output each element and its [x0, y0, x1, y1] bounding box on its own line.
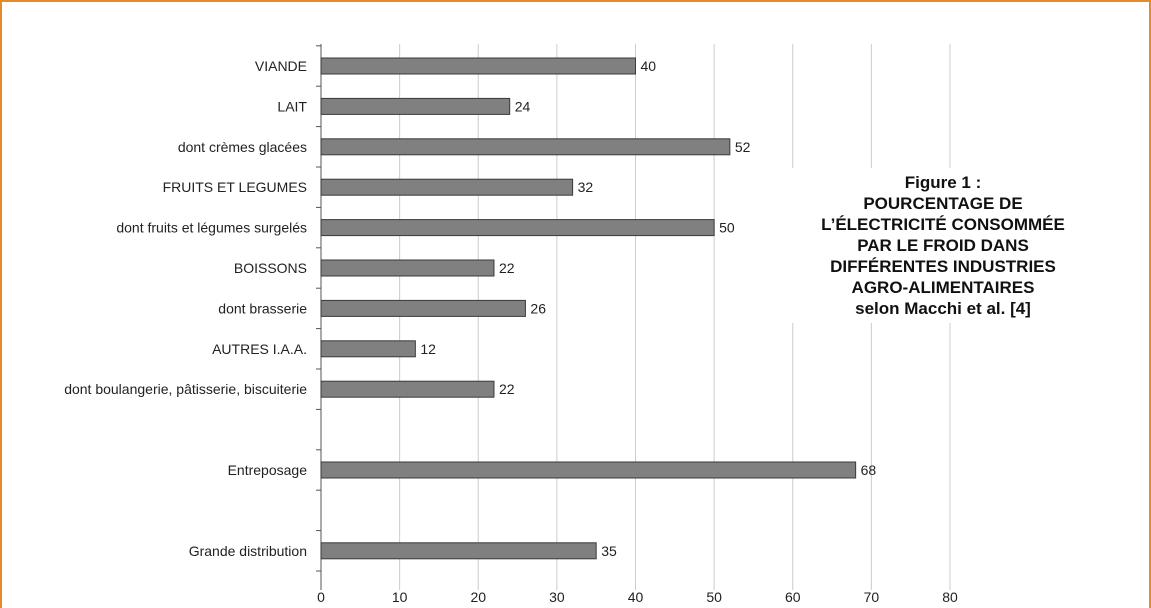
bar	[320, 461, 857, 479]
category-label: VIANDE	[255, 58, 307, 74]
bar	[320, 542, 597, 560]
data-label: 68	[861, 462, 877, 478]
x-tick-label: 60	[785, 589, 801, 605]
x-tick-label: 20	[470, 589, 486, 605]
bar	[320, 97, 511, 115]
x-tick-label: 30	[549, 589, 565, 605]
category-label: dont fruits et légumes surgelés	[116, 220, 307, 236]
x-axis-ticks: 0 10 20 30 40 50 60 70 80	[317, 589, 958, 605]
x-tick-label: 80	[942, 589, 958, 605]
data-label: 26	[530, 300, 546, 316]
data-label: 24	[515, 98, 531, 114]
bar	[320, 219, 715, 237]
figure-caption: Figure 1 : POURCENTAGE DE L’ÉLECTRICITÉ …	[770, 168, 1116, 323]
category-label: LAIT	[277, 98, 307, 114]
data-label: 12	[420, 341, 436, 357]
caption-line-1: Figure 1 :	[904, 173, 982, 192]
category-label: dont crèmes glacées	[178, 139, 307, 155]
caption-line-7: selon Macchi et al. [4]	[855, 299, 1031, 318]
caption-line-6: AGRO-ALIMENTAIRES	[851, 278, 1035, 297]
bars	[320, 57, 857, 560]
bar	[320, 259, 495, 277]
data-label: 32	[578, 179, 594, 195]
x-tick-label: 70	[864, 589, 880, 605]
data-label: 50	[719, 220, 735, 236]
data-label: 40	[641, 58, 657, 74]
caption-line-5: DIFFÉRENTES INDUSTRIES	[830, 257, 1056, 276]
data-label: 22	[499, 381, 515, 397]
x-tick-label: 50	[706, 589, 722, 605]
category-label: Entreposage	[228, 462, 308, 478]
category-label: Grande distribution	[189, 543, 307, 559]
bar	[320, 138, 731, 156]
bar	[320, 299, 526, 317]
x-tick-label: 10	[392, 589, 408, 605]
data-label: 22	[499, 260, 515, 276]
bar	[320, 57, 636, 75]
category-labels: VIANDE LAIT dont crèmes glacées FRUITS ET L…	[64, 58, 307, 559]
caption-line-3: L’ÉLECTRICITÉ CONSOMMÉE	[821, 215, 1065, 234]
bar	[320, 178, 574, 196]
category-label: FRUITS ET LEGUMES	[163, 179, 307, 195]
data-labels: 40 24 52 32 50 22 26 12 22 68 35	[420, 58, 876, 559]
x-tick-label: 40	[628, 589, 644, 605]
caption-line-2: POURCENTAGE DE	[863, 194, 1023, 213]
category-label: dont brasserie	[218, 300, 307, 316]
data-label: 52	[735, 139, 751, 155]
category-label: dont boulangerie, pâtisserie, biscuiteri…	[64, 381, 307, 397]
x-tick-label: 0	[317, 589, 325, 605]
y-axis	[316, 44, 322, 590]
category-label: AUTRES I.A.A.	[212, 341, 307, 357]
bar	[320, 380, 495, 398]
category-label: BOISSONS	[234, 260, 307, 276]
data-label: 35	[601, 543, 617, 559]
bar	[320, 340, 416, 358]
caption-line-4: PAR LE FROID DANS	[857, 236, 1029, 255]
